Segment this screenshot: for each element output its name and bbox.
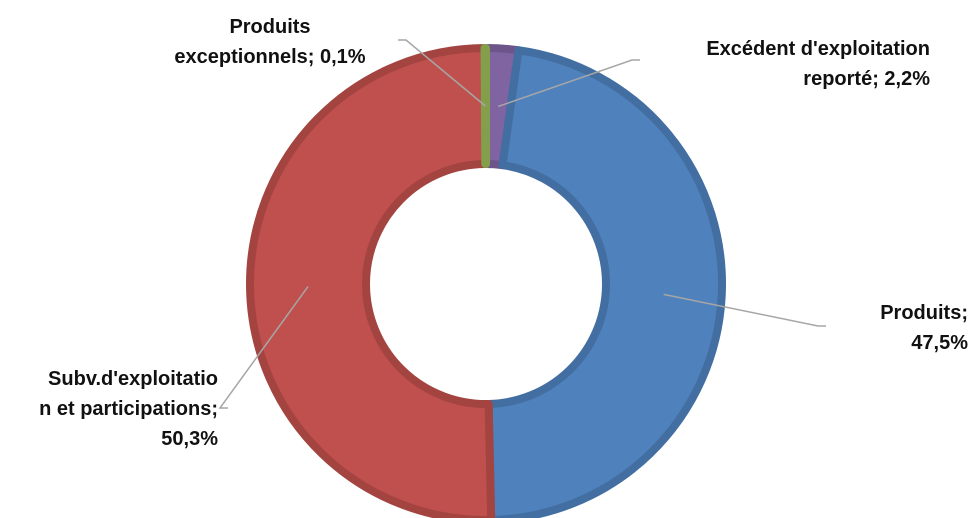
label-subvention: Subv.d'exploitatio n et participations; …	[0, 364, 218, 454]
label-exceptionnels: Produits exceptionnels; 0,1%	[150, 12, 390, 72]
leader-line-subv-d-exploitation-et-participations	[218, 286, 309, 409]
slice-produits	[484, 46, 726, 518]
leader-line-produits	[663, 293, 826, 327]
label-excedent-line2: reporté; 2,2%	[803, 68, 930, 90]
label-excedent-line1: Excédent d'exploitation	[706, 38, 930, 60]
leader-line-excedent-d-exploitation-reporte	[498, 59, 640, 108]
label-subvention-line2: n et participations;	[39, 398, 218, 420]
label-produits-line2: 47,5%	[911, 332, 968, 354]
slice-subv-d-exploitation-et-participations	[246, 44, 496, 518]
label-produits-line1: Produits;	[880, 302, 968, 324]
label-exceptionnels-line1: Produits	[229, 16, 311, 38]
chart-slices	[246, 44, 726, 518]
label-subvention-line1: Subv.d'exploitatio	[48, 368, 218, 390]
leader-lines	[218, 39, 826, 409]
label-produits: Produits; 47,5%	[820, 298, 968, 358]
label-subvention-line3: 50,3%	[161, 428, 218, 450]
leader-line-produits-exceptionnels	[398, 39, 486, 107]
label-excedent: Excédent d'exploitation reporté; 2,2%	[640, 34, 930, 94]
label-exceptionnels-line2: exceptionnels; 0,1%	[174, 46, 366, 68]
